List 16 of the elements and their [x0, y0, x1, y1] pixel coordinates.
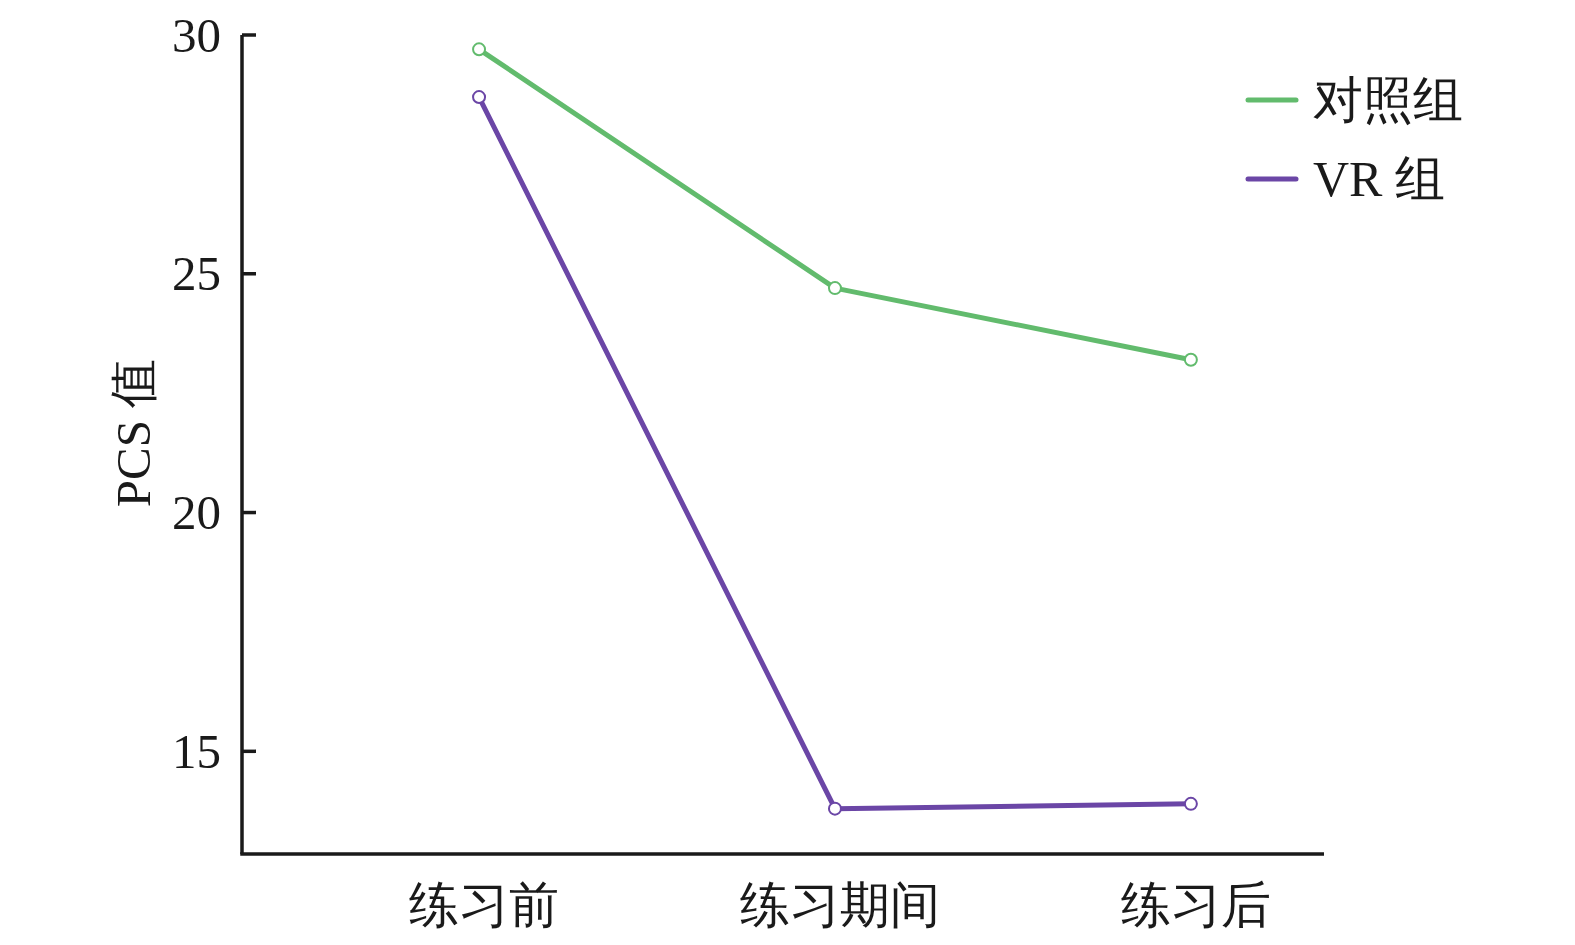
legend-label: 对照组 — [1313, 72, 1463, 128]
legend-label: VR 组 — [1313, 151, 1445, 207]
y-tick-label: 30 — [172, 7, 221, 63]
point — [827, 281, 842, 296]
point — [472, 90, 487, 105]
y-axis-title: PCS 值 — [105, 358, 161, 508]
point — [1183, 352, 1198, 367]
point — [1183, 796, 1198, 811]
point — [472, 42, 487, 57]
x-tick-label: 练习期间 — [739, 877, 940, 933]
y-tick-label: 25 — [172, 246, 221, 302]
x-tick-label: 练习后 — [1120, 877, 1271, 933]
y-tick-label: 20 — [172, 485, 221, 541]
x-tick-label: 练习前 — [409, 877, 560, 933]
y-tick-label: 15 — [172, 723, 221, 779]
point — [827, 801, 842, 816]
